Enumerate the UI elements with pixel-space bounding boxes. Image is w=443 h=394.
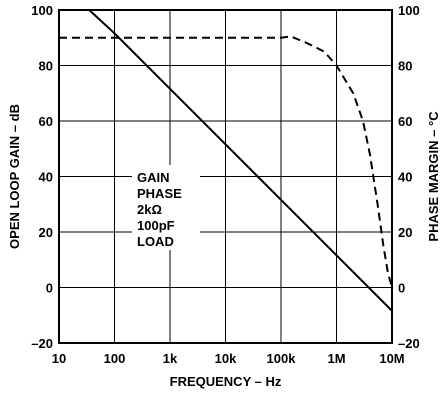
x-tick-label: 1M (327, 351, 345, 366)
y-tick-label-right: 60 (398, 114, 412, 129)
annotation-layer: GAIN PHASE 2kΩ 100pF LOAD (132, 165, 200, 250)
y-tick-label-right: 80 (398, 59, 412, 74)
y-axis-title-right: PHASE MARGIN – °C (426, 111, 441, 242)
x-tick-label: 100k (267, 351, 297, 366)
annotation-line-capacitance: 100pF (137, 218, 175, 233)
annotation-line-load: LOAD (137, 234, 174, 249)
x-tick-label: 100 (104, 351, 126, 366)
x-tick-label: 10 (52, 351, 66, 366)
y-tick-label-left: 80 (39, 59, 53, 74)
y-tick-label-right: 0 (398, 281, 405, 296)
grid (59, 10, 392, 343)
y-tick-label-right: 100 (398, 3, 420, 18)
open-loop-gain-line (88, 9, 393, 312)
y-tick-label-left: 40 (39, 170, 53, 185)
phase-margin-line (59, 35, 393, 288)
x-axis-title: FREQUENCY – Hz (170, 374, 282, 389)
plot-frame (58, 9, 393, 344)
annotation-line-phase: PHASE (137, 186, 182, 201)
annotation-box (132, 165, 200, 250)
y-tick-label-left: 20 (39, 225, 53, 240)
annotation-line-gain: GAIN (137, 170, 170, 185)
y-tick-label-right: 40 (398, 170, 412, 185)
x-tick-label: 1k (163, 351, 178, 366)
tick-layer: 10 100 1k 10k 100k 1M 10M 100 80 60 40 20 0 –20 100 80 6… (31, 3, 419, 366)
series-layer (59, 9, 393, 312)
y-tick-label-left: –20 (31, 336, 53, 351)
x-tick-label: 10M (379, 351, 404, 366)
y-tick-label-left: 0 (46, 281, 53, 296)
x-tick-label: 10k (215, 351, 237, 366)
y-tick-label-left: 60 (39, 114, 53, 129)
y-tick-label-right: –20 (398, 336, 420, 351)
y-axis-title-left: OPEN LOOP GAIN – dB (7, 104, 22, 249)
annotation-line-resistance: 2kΩ (137, 202, 162, 217)
y-tick-label-left: 100 (31, 3, 53, 18)
y-tick-label-right: 20 (398, 225, 412, 240)
